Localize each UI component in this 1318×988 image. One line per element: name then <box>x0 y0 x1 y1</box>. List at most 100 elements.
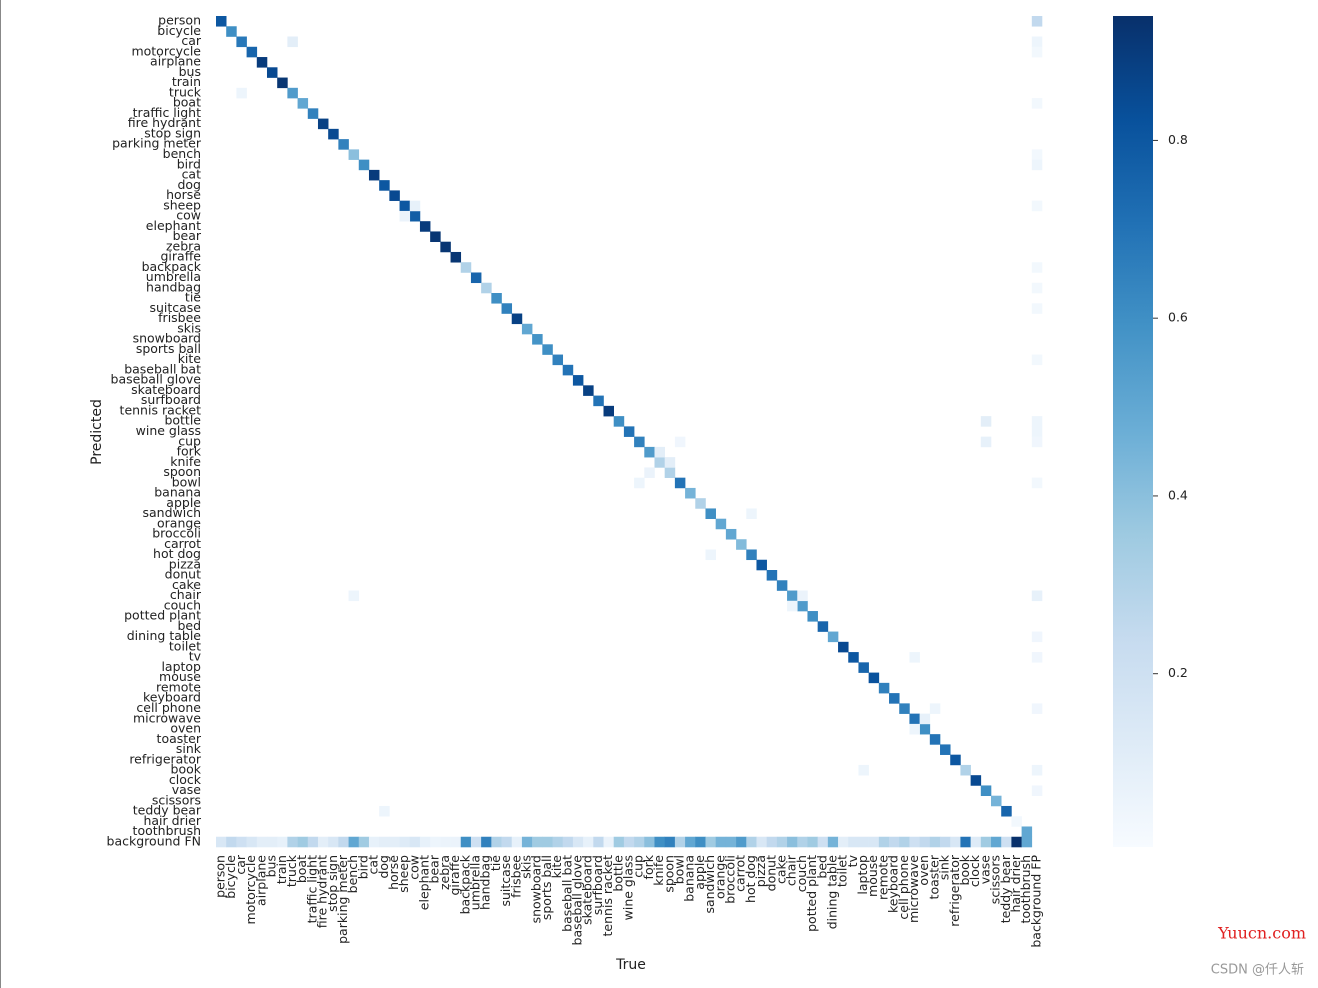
heatmap-cell <box>858 662 869 673</box>
heatmap-cell <box>1031 477 1043 489</box>
heatmap-cell <box>1011 836 1022 848</box>
heatmap-cell <box>297 98 309 109</box>
heatmap-cell <box>980 785 992 797</box>
y-tick-label: broccoli <box>152 526 201 541</box>
y-tick-label: horse <box>166 187 201 202</box>
x-tick-label: tie <box>488 855 503 871</box>
y-tick-label: oven <box>170 721 201 736</box>
heatmap-cell <box>338 139 349 150</box>
x-tick-label: toilet <box>835 855 850 887</box>
y-tick-label: skateboard <box>131 382 201 397</box>
heatmap-cell <box>685 836 696 848</box>
heatmap-cell <box>909 652 920 663</box>
heatmap-cell <box>399 210 411 222</box>
y-tick-label: cat <box>182 167 202 182</box>
x-tick-label: car <box>233 854 248 875</box>
heatmap-cell <box>1031 590 1043 602</box>
x-tick-label: oven <box>916 855 931 886</box>
x-tick-label: traffic light <box>304 855 319 923</box>
heatmap-cell <box>929 836 941 848</box>
x-tick-label: bird <box>355 855 370 879</box>
heatmap-cell <box>552 836 564 848</box>
heatmap-cell <box>368 836 380 848</box>
heatmap-cell <box>695 836 706 848</box>
x-tick-label: cup <box>631 855 646 878</box>
heatmap-cell <box>787 590 798 602</box>
heatmap-cell <box>409 836 421 848</box>
y-tick-label: fork <box>177 444 202 459</box>
y-axis-label: Predicted <box>89 399 105 465</box>
heatmap-cell <box>307 108 319 119</box>
colorbar-tick-label: 0.6 <box>1168 310 1188 325</box>
x-tick-label: skateboard <box>580 855 595 925</box>
heatmap-cell <box>929 703 941 714</box>
y-tick-label: bottle <box>164 413 201 428</box>
heatmap-cell <box>940 744 951 755</box>
x-tick-label: knife <box>651 855 666 886</box>
y-tick-label: sandwich <box>142 505 201 520</box>
x-tick-label: hair drier <box>1008 854 1023 912</box>
heatmap-cell <box>542 836 553 848</box>
heatmap-cell <box>725 836 737 848</box>
y-tick-label: kite <box>178 351 202 366</box>
heatmap-cell <box>1031 764 1043 776</box>
heatmap-cell <box>266 67 278 78</box>
heatmap-cell <box>889 693 900 704</box>
y-tick-label: scissors <box>152 792 201 807</box>
y-tick-label: frisbee <box>158 310 201 325</box>
x-tick-label: carrot <box>733 855 748 892</box>
y-tick-label: tv <box>189 649 202 664</box>
colorbar <box>1113 16 1153 847</box>
y-tick-label: knife <box>170 454 201 469</box>
x-tick-label: hot dog <box>743 855 758 903</box>
heatmap-cell <box>848 836 859 848</box>
watermark: CSDN @仟人斩 <box>1211 963 1304 978</box>
heatmap-cell <box>1021 826 1033 838</box>
heatmap-cell <box>705 549 716 561</box>
heatmap-cell <box>256 836 268 848</box>
heatmap-cell <box>216 16 227 27</box>
y-tick-label: bus <box>179 64 201 79</box>
x-tick-label: donut <box>763 855 778 891</box>
x-tick-label: dining table <box>824 855 839 930</box>
y-tick-label: potted plant <box>124 608 201 623</box>
y-tick-label: baseball glove <box>111 372 202 387</box>
x-tick-label: background FP <box>1028 855 1043 948</box>
y-tick-label: sports ball <box>136 341 201 356</box>
y-tick-label: bench <box>163 146 201 161</box>
y-tick-label: tie <box>185 290 201 305</box>
x-tick-label: mouse <box>865 855 880 897</box>
heatmap-cell <box>929 734 941 745</box>
x-tick-label: book <box>957 854 972 885</box>
x-tick-label: giraffe <box>447 855 462 896</box>
heatmap-cell <box>389 836 400 848</box>
heatmap-cell <box>358 159 370 171</box>
x-tick-label: apple <box>692 855 707 890</box>
y-tick-label: carrot <box>164 536 201 551</box>
y-tick-label: dining table <box>127 628 202 643</box>
heatmap-cell <box>634 436 645 448</box>
heatmap-cell <box>1001 836 1012 848</box>
heatmap-cell <box>358 836 370 848</box>
x-tick-label: clock <box>967 854 982 887</box>
heatmap-cell <box>1031 436 1043 448</box>
heatmap-cell <box>756 559 767 571</box>
heatmap-cell <box>379 180 390 191</box>
x-tick-label: refrigerator <box>947 854 962 927</box>
y-tick-label: tennis racket <box>120 402 202 417</box>
heatmap-cell <box>797 600 808 612</box>
heatmap-cell <box>878 836 890 848</box>
heatmap-cell <box>583 836 594 848</box>
y-tick-label: snowboard <box>133 331 201 346</box>
y-tick-label: airplane <box>150 54 201 69</box>
heatmap-cell <box>481 836 492 848</box>
heatmap-cell <box>430 231 441 243</box>
x-tick-label: baseball glove <box>570 855 585 946</box>
heatmap-cell <box>623 836 635 848</box>
y-tick-label: toaster <box>157 731 202 746</box>
heatmap-cell <box>287 836 298 848</box>
x-tick-label: person <box>213 855 228 898</box>
heatmap-cell <box>1031 354 1043 366</box>
x-tick-label: frisbee <box>508 855 523 898</box>
colorbar-tick-label: 0.2 <box>1168 665 1188 680</box>
